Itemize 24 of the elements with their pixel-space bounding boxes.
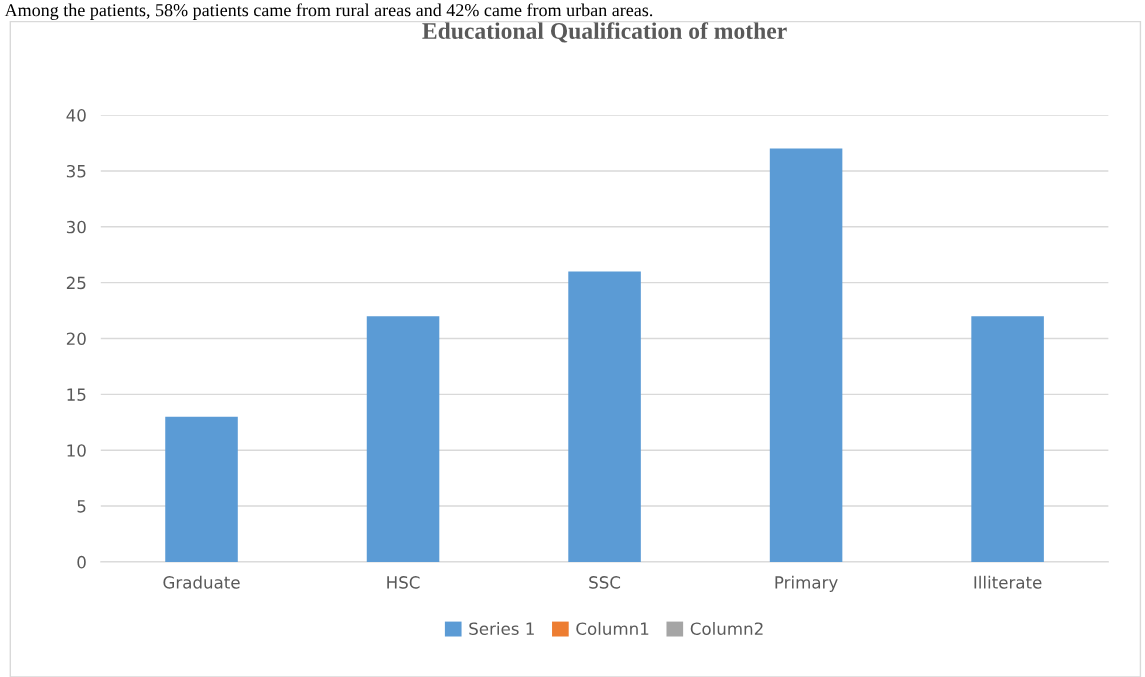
bar: [769, 148, 843, 562]
y-tick-label: 40: [66, 109, 86, 122]
chart-title: Educational Qualification of mother: [422, 22, 787, 43]
y-tick-label: 30: [66, 220, 86, 234]
x-tick-label: Illiterate: [974, 575, 1042, 589]
text: Among the patients, 58% patients came from rural areas and 42% came from urban areas.: [4, 3, 653, 20]
x-tick-label: HSC: [387, 576, 420, 589]
legend-label: Column1: [576, 622, 649, 635]
y-tick-label: 25: [66, 276, 86, 290]
x-tick-label: Graduate: [163, 575, 240, 589]
y-tick-label: 20: [66, 332, 86, 346]
bar: [366, 316, 440, 562]
y-tick-label: 35: [66, 164, 86, 178]
bar: [971, 316, 1044, 562]
bar: [568, 271, 641, 562]
bar: [165, 416, 238, 562]
y-tick-label: 15: [67, 388, 86, 401]
legend-label: Column2: [690, 622, 763, 635]
x-tick-label: Primary: [775, 575, 838, 592]
x-tick-label: SSC: [589, 576, 621, 589]
y-tick-label: 10: [67, 444, 86, 457]
y-tick-label: 5: [77, 500, 86, 513]
legend-label: Series 1: [469, 622, 534, 635]
y-tick-label: 0: [77, 555, 86, 569]
